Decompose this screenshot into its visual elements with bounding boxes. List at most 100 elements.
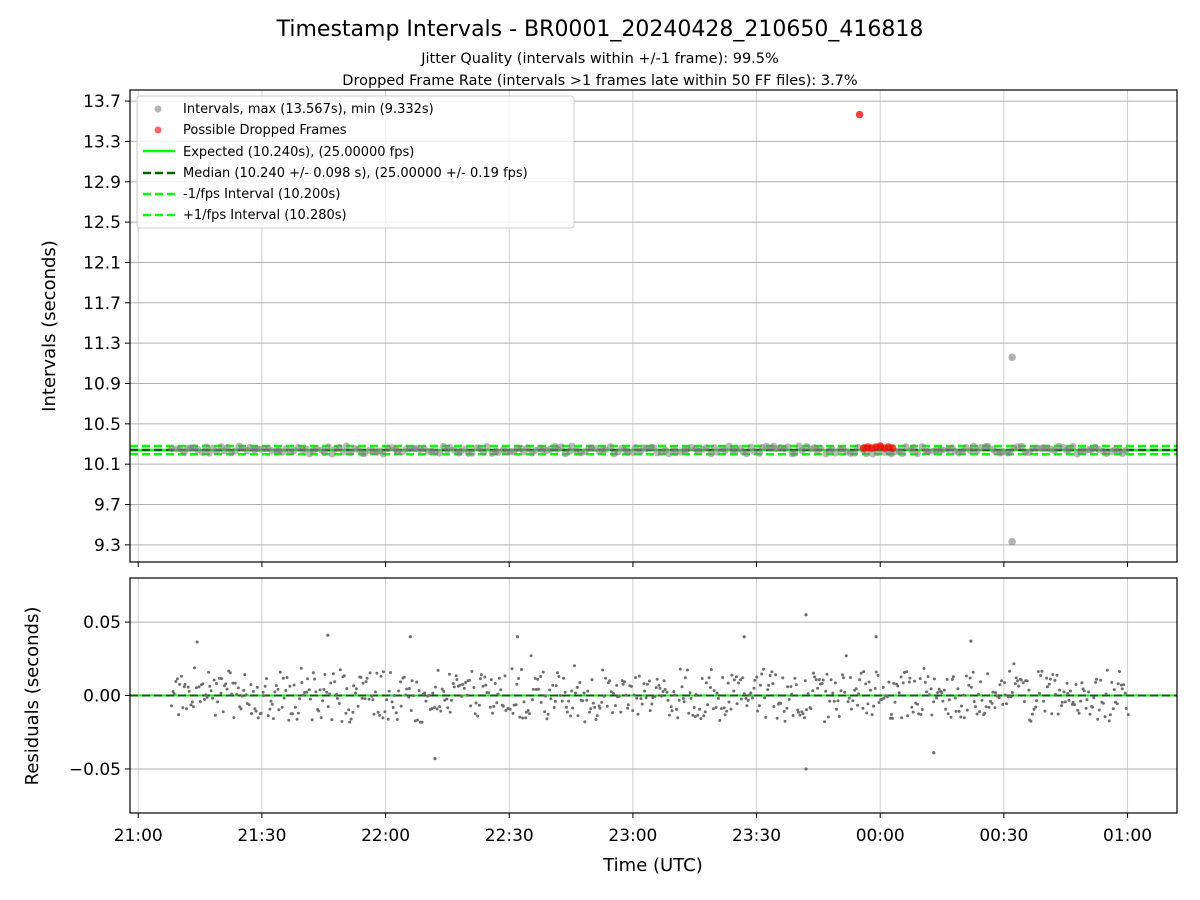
residuals-panel: −0.050.000.05 21:00 21:30 22:00 22:30 23:00 2… — [22, 577, 1178, 846]
residual-point — [758, 683, 762, 687]
residual-point — [767, 683, 771, 687]
residuals-points — [170, 613, 1130, 771]
residual-point — [345, 687, 349, 691]
residual-point — [1112, 688, 1116, 692]
residual-point — [1027, 688, 1031, 692]
y-tick-label: 10.9 — [83, 374, 121, 394]
residual-point — [172, 692, 176, 696]
residual-point — [287, 718, 291, 722]
interval-point — [168, 445, 176, 453]
residual-point — [307, 688, 311, 692]
interval-point — [339, 448, 348, 456]
residual-point — [932, 700, 936, 704]
interval-point — [743, 450, 751, 458]
residual-point — [770, 670, 774, 674]
residual-point — [309, 697, 312, 701]
residual-point — [806, 692, 810, 696]
residual-point — [700, 677, 704, 680]
residual-point — [407, 695, 411, 699]
interval-point — [523, 444, 532, 452]
residual-point — [493, 682, 497, 685]
residual-point — [634, 676, 638, 680]
residual-point — [1021, 681, 1025, 685]
residual-point — [735, 702, 739, 706]
residual-point — [826, 715, 830, 719]
residual-point — [1088, 712, 1092, 716]
residual-point — [712, 689, 716, 693]
residual-point — [225, 687, 229, 691]
residual-point — [960, 704, 963, 708]
interval-point — [902, 443, 910, 451]
residual-point — [801, 712, 805, 716]
legend-label: Expected (10.240s), (25.00000 fps) — [183, 145, 414, 160]
residual-point — [874, 670, 878, 674]
residual-point — [239, 707, 243, 711]
residual-point — [376, 710, 380, 714]
residual-point — [887, 680, 891, 684]
residual-point — [851, 699, 855, 703]
residual-point — [295, 717, 299, 721]
residual-point — [857, 692, 861, 696]
residual-point — [328, 692, 331, 696]
residual-point — [181, 706, 185, 710]
interval-point — [898, 449, 906, 458]
residual-point — [742, 692, 746, 696]
residual-point — [546, 712, 550, 716]
interval-point — [328, 450, 336, 458]
residual-point — [793, 676, 797, 680]
residual-point — [356, 704, 360, 708]
residual-point — [589, 707, 593, 711]
residual-point — [1120, 687, 1124, 691]
residual-point — [481, 684, 485, 688]
residual-point — [687, 711, 691, 715]
residual-point — [458, 683, 462, 687]
residual-point — [563, 690, 567, 694]
residual-point — [472, 686, 476, 689]
residual-point — [873, 686, 877, 690]
residual-point — [265, 677, 268, 681]
residual-point — [648, 679, 651, 683]
residual-point — [673, 693, 677, 697]
residual-point — [522, 700, 526, 704]
residual-point — [991, 690, 995, 694]
residual-point — [739, 697, 743, 701]
residual-point — [953, 696, 957, 700]
residual-point — [856, 703, 860, 707]
residual-point — [483, 675, 487, 679]
residual-point — [828, 699, 832, 703]
residual-point — [763, 696, 767, 700]
residual-point — [195, 640, 199, 644]
residual-point — [657, 683, 661, 687]
residual-point — [333, 680, 337, 684]
residual-point — [517, 677, 521, 680]
residual-point — [629, 684, 633, 688]
y-tick-label: 10.1 — [83, 455, 121, 475]
residual-point — [626, 703, 630, 707]
residual-point — [824, 689, 828, 693]
residual-point — [848, 676, 852, 679]
x-tick-label: 23:00 — [608, 826, 657, 846]
residual-point — [839, 689, 843, 693]
x-axis-label: Time (UTC) — [602, 855, 703, 876]
residual-point — [520, 668, 523, 671]
residual-point — [866, 702, 870, 706]
residual-point — [300, 681, 304, 684]
residual-point — [612, 692, 615, 696]
residual-point — [549, 697, 553, 701]
x-tick-label: 00:00 — [856, 826, 905, 846]
residual-point — [271, 717, 275, 721]
residual-point — [410, 679, 414, 683]
residual-point — [663, 688, 667, 691]
residual-point — [510, 667, 514, 671]
legend-box — [136, 95, 575, 229]
residual-point — [993, 706, 997, 710]
intervals-frame — [129, 89, 1178, 563]
residual-point — [1099, 678, 1103, 682]
residual-point — [430, 707, 434, 711]
interval-point — [939, 446, 947, 454]
residual-point — [760, 672, 764, 676]
interval-point — [910, 444, 918, 452]
residual-point — [722, 706, 726, 710]
residual-point — [477, 703, 481, 707]
residual-point — [1074, 683, 1078, 686]
